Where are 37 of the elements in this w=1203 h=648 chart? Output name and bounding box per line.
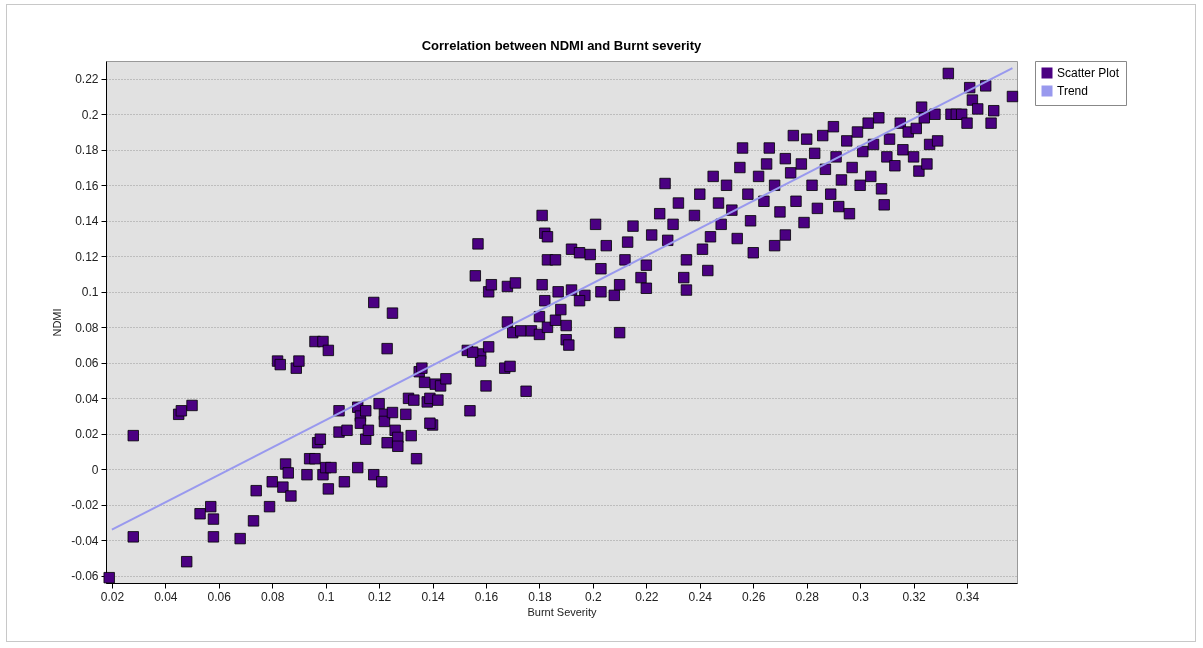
y-tick-label: 0.2 [81,107,99,122]
y-tick-label: 0.1 [81,285,99,300]
y-tick-label: 0 [91,462,99,477]
y-tick-label: 0.18 [75,143,99,158]
y-tick-label: 0.22 [75,72,99,87]
x-tick-label: 0.2 [585,589,603,604]
legend-label: Trend [1057,84,1088,98]
y-tick-label: 0.06 [75,356,99,371]
y-tick-label: 0.14 [75,214,99,229]
x-tick-label: 0.3 [852,589,870,604]
x-tick-label: 0.32 [902,589,927,604]
x-tick-label: 0.22 [635,589,659,604]
y-axis-title: NDMI [51,308,64,337]
y-tick-label: 0.12 [75,249,99,264]
y-tick-label: 0.04 [75,391,99,406]
legend-label: Scatter Plot [1057,66,1120,80]
x-tick-label: 0.06 [207,589,232,604]
x-tick-label: 0.28 [795,589,820,604]
y-tick-label: 0.02 [75,427,99,442]
x-tick-label: 0.18 [528,589,552,604]
x-tick-label: 0.04 [154,589,178,604]
y-tick-label: -0.04 [71,533,99,548]
x-tick-label: 0.34 [955,589,980,604]
x-tick-label: 0.1 [317,589,335,604]
y-tick-label: 0.16 [75,178,99,193]
x-tick-label: 0.24 [688,589,713,604]
x-tick-label: 0.16 [474,589,499,604]
x-tick-label: 0.12 [367,589,392,604]
x-tick-label: 0.02 [100,589,125,604]
y-tick-label: -0.02 [71,498,99,513]
x-tick-label: 0.14 [421,589,446,604]
x-axis-title: Burnt Severity [527,605,598,618]
x-tick-label: 0.26 [742,589,766,604]
chart-title: Correlation between NDMI and Burnt severity [421,37,703,53]
x-tick-label: 0.08 [261,589,285,604]
y-tick-label: 0.08 [75,320,99,335]
y-tick-label: -0.06 [71,569,99,584]
